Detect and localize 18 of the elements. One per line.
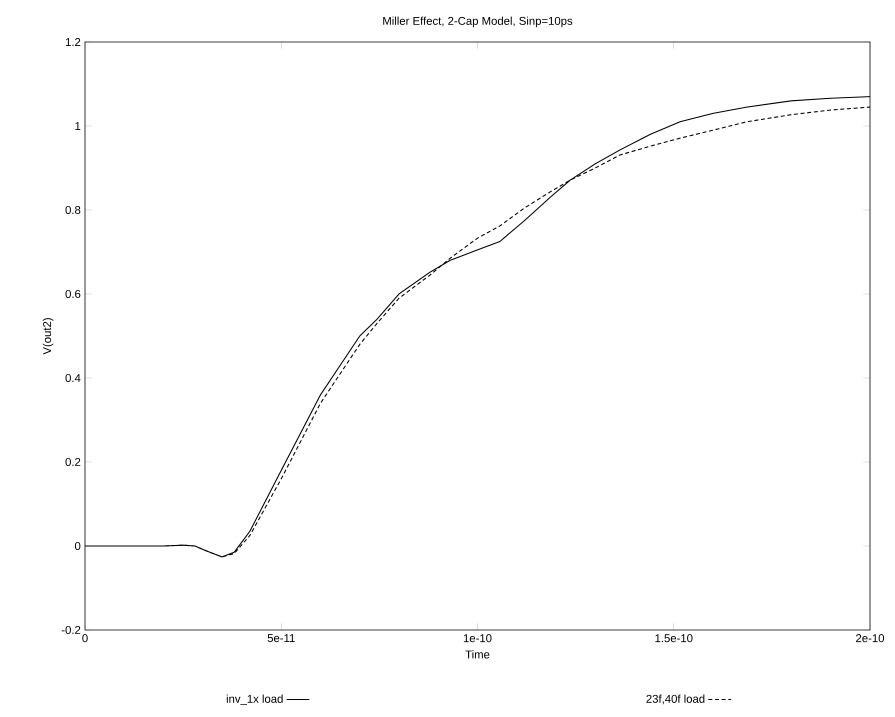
y-tick-label: 0: [74, 542, 80, 550]
y-tick-label: 0.2: [66, 458, 80, 466]
y-tick-label: 1.2: [66, 38, 80, 46]
y-tick-label: 0.8: [66, 206, 80, 214]
legend-label: inv_1x load: [226, 694, 283, 706]
y-tick-label: 0.4: [66, 374, 80, 382]
x-tick-label: 5e-11: [268, 634, 295, 642]
y-tick-label: 1: [75, 122, 80, 130]
y-tick-label: 0.6: [66, 290, 80, 298]
chart-title: Miller Effect, 2-Cap Model, Sinp=10ps: [383, 16, 572, 28]
legend-label: 23f,40f load: [646, 694, 704, 704]
y-tick-label: -0.2: [62, 626, 80, 634]
x-tick-label: 1e-10: [464, 634, 492, 642]
x-tick-label: 1.5e-10: [655, 634, 693, 642]
x-axis-title: Time: [465, 650, 490, 658]
x-tick-label: 0: [82, 634, 88, 642]
x-tick-label: 2e-10: [856, 634, 884, 642]
y-axis-title: V(out2): [42, 318, 54, 355]
